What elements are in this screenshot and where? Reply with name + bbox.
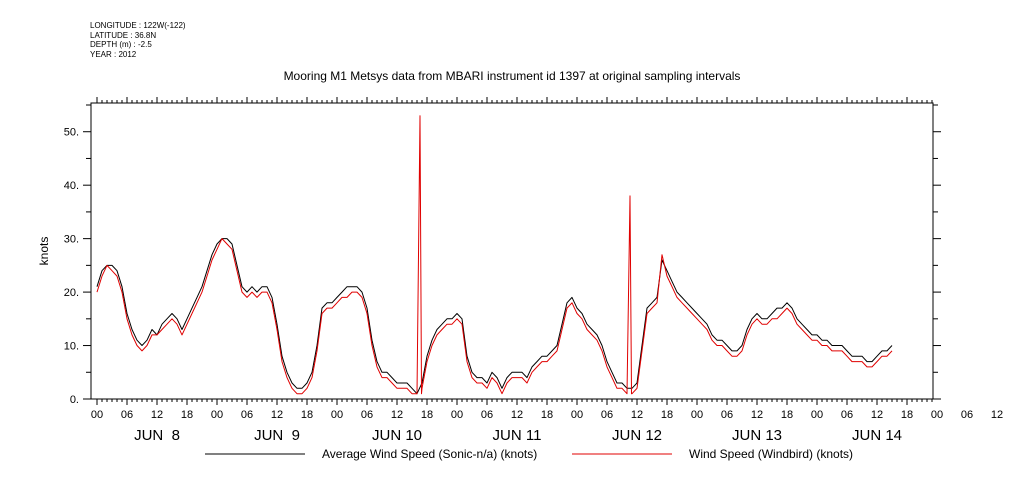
y-tick-label: 40.: [64, 180, 79, 192]
x-tick-label: 06: [841, 409, 853, 421]
y-tick-label: 10.: [64, 341, 79, 353]
latitude-label: LATITUDE : 36.8N: [90, 30, 157, 40]
x-tick-label: 00: [691, 409, 703, 421]
x-tick-label: 18: [901, 409, 913, 421]
legend-label-sonic: Average Wind Speed (Sonic-n/a) (knots): [322, 447, 537, 461]
day-label: JUN 13: [732, 427, 782, 444]
x-tick-label: 00: [811, 409, 823, 421]
x-tick-label: 00: [91, 409, 103, 421]
legend: Average Wind Speed (Sonic-n/a) (knots) W…: [205, 447, 853, 461]
y-tick-label: 20.: [64, 287, 79, 299]
metadata-block: LONGITUDE : 122W(-122) LATITUDE : 36.8N …: [90, 21, 186, 59]
y-tick-labels: 0. 10. 20. 30. 40. 50.: [64, 127, 79, 406]
x-tick-label: 00: [211, 409, 223, 421]
day-label: JUN 12: [612, 427, 662, 444]
chart-title: Mooring M1 Metsys data from MBARI instru…: [284, 69, 741, 83]
x-tick-label: 18: [661, 409, 673, 421]
series-line-windbird: [96, 115, 893, 395]
x-tick-label: 12: [391, 409, 403, 421]
x-tick-label: 12: [271, 409, 283, 421]
day-label: JUN 9: [254, 427, 300, 444]
day-label: JUN 14: [852, 427, 902, 444]
x-tick-label: 12: [751, 409, 763, 421]
x-tick-label: 12: [511, 409, 523, 421]
x-tick-label: 00: [331, 409, 343, 421]
x-tick-label: 12: [631, 409, 643, 421]
depth-label: DEPTH (m) : -2.5: [90, 40, 152, 49]
x-tick-label: 06: [361, 409, 373, 421]
x-tick-label: 18: [781, 409, 793, 421]
x-tick-label: 12: [151, 409, 163, 421]
x-tick-label: 18: [541, 409, 553, 421]
year-label: YEAR : 2012: [90, 49, 137, 59]
axis-ticks: [83, 97, 941, 405]
x-tick-label: 12: [991, 409, 1003, 421]
series-line-sonic: [96, 238, 893, 395]
y-tick-label: 30.: [64, 234, 79, 246]
day-label: JUN 10: [372, 427, 422, 444]
x-tick-label: 18: [181, 409, 193, 421]
x-tick-label: 18: [421, 409, 433, 421]
day-label: JUN 11: [493, 427, 542, 444]
x-tick-label: 00: [931, 409, 943, 421]
plot-frame: [90, 102, 934, 400]
x-tick-label: 06: [121, 409, 133, 421]
day-label: JUN 8: [134, 427, 180, 444]
y-tick-label: 50.: [64, 127, 79, 139]
series-group: [96, 115, 893, 395]
x-tick-label: 00: [451, 409, 463, 421]
x-tick-label: 00: [571, 409, 583, 421]
x-tick-label: 06: [721, 409, 733, 421]
day-labels: JUN 8 JUN 9 JUN 10 JUN 11 JUN 12 JUN 13 JUN 14: [134, 427, 902, 444]
legend-label-windbird: Wind Speed (Windbird) (knots): [689, 447, 853, 461]
x-tick-labels: 00 06 12 18 00 06 12 18 00 06 12 18 00 06 12 18 00 06 12 18…: [91, 409, 1003, 421]
longitude-label: LONGITUDE : 122W(-122): [90, 21, 186, 30]
x-tick-label: 06: [241, 409, 253, 421]
x-tick-label: 12: [871, 409, 883, 421]
x-tick-label: 06: [481, 409, 493, 421]
x-tick-label: 06: [601, 409, 613, 421]
x-tick-label: 18: [301, 409, 313, 421]
x-tick-label: 06: [961, 409, 973, 421]
y-tick-label: 0.: [70, 394, 79, 406]
y-axis-label: knots: [37, 237, 51, 266]
